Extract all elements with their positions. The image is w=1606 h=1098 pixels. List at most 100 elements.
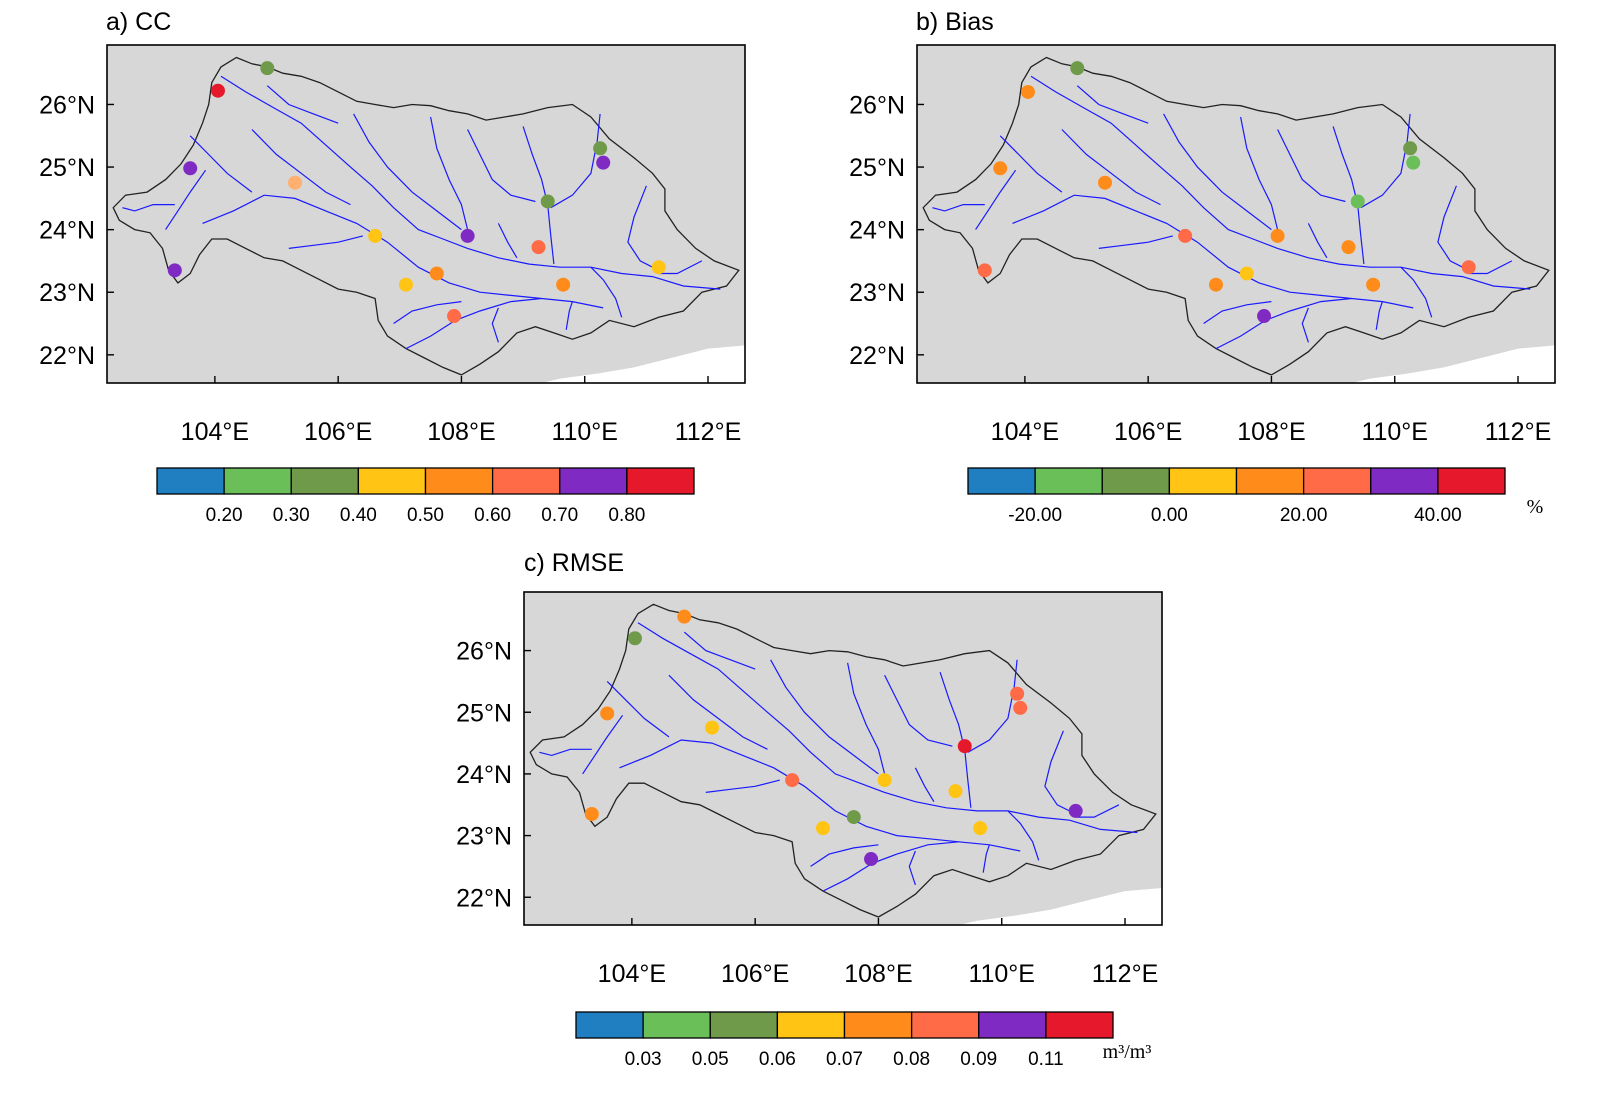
station-marker	[948, 784, 963, 799]
colorbar-label: 0.06	[759, 1049, 796, 1070]
station-marker	[973, 821, 988, 836]
lat-tick-label: 23°N	[39, 279, 95, 307]
colorbar-swatch	[978, 1011, 1047, 1039]
river	[999, 135, 1063, 193]
station-marker	[260, 61, 275, 76]
lon-tick-label: 112°E	[1485, 418, 1552, 446]
lat-tick-label: 22°N	[456, 884, 512, 912]
station-marker	[368, 228, 383, 243]
colorbar: 0.03 0.05 0.06 0.07 0.08 0.09 0.11 m³/m³	[575, 1011, 1151, 1070]
station-marker	[531, 240, 546, 255]
colorbar-label: 0.20	[206, 505, 243, 526]
station-marker	[1178, 228, 1193, 243]
colorbar-swatch	[1235, 467, 1305, 495]
colorbar-label: 40.00	[1414, 505, 1462, 526]
map-sea	[958, 888, 1162, 925]
river	[165, 169, 207, 230]
lat-tick-label: 24°N	[39, 217, 95, 245]
lat-tick-label: 23°N	[456, 823, 512, 851]
river	[1277, 129, 1346, 203]
station-marker	[977, 263, 992, 278]
colorbar-unit: %	[1527, 496, 1544, 518]
panel-title: b) Bias	[916, 8, 994, 36]
colorbar-label: 0.03	[625, 1049, 662, 1070]
map-land	[524, 592, 1162, 925]
lon-tick-label: 110°E	[968, 960, 1035, 988]
lat-tick-label: 26°N	[849, 91, 905, 119]
lon-tick-label: 108°E	[427, 418, 495, 446]
colorbar-swatch	[357, 467, 427, 495]
colorbar-swatch	[156, 467, 225, 495]
station-marker	[288, 175, 303, 190]
basin-boundary	[112, 56, 740, 376]
basin-boundary	[922, 56, 1550, 376]
colorbar-label: 0.50	[407, 505, 444, 526]
station-marker	[877, 773, 892, 788]
lat-tick-label: 26°N	[39, 91, 95, 119]
river	[683, 631, 756, 670]
river	[353, 113, 462, 231]
river	[939, 672, 972, 808]
lat-tick-label: 22°N	[39, 342, 95, 370]
colorbar-swatch	[1370, 467, 1439, 495]
colorbar-swatch	[223, 467, 292, 495]
colorbar-label: 0.11	[1028, 1049, 1064, 1070]
colorbar-swatch	[1302, 467, 1372, 495]
lat-tick-label: 25°N	[39, 154, 95, 182]
station-marker	[957, 739, 972, 754]
river	[220, 75, 721, 290]
station-marker	[447, 309, 462, 324]
station-marker	[183, 161, 198, 176]
river	[908, 850, 916, 886]
lon-tick-label: 112°E	[675, 418, 742, 446]
river	[1012, 194, 1414, 309]
lon-tick-label: 108°E	[844, 960, 912, 988]
lon-tick-label: 104°E	[991, 418, 1059, 446]
station-marker	[993, 161, 1008, 176]
map-frame	[106, 44, 746, 384]
station-marker	[1270, 228, 1285, 243]
station-marker	[584, 807, 599, 821]
river	[1098, 235, 1173, 249]
station-marker	[596, 155, 611, 170]
basin-boundary	[529, 603, 1157, 918]
river	[122, 204, 175, 212]
colorbar-label: 0.30	[273, 505, 310, 526]
station-marker	[677, 609, 692, 624]
river	[1061, 129, 1161, 206]
colorbar-swatch	[1045, 1011, 1114, 1039]
colorbar-label: -20.00	[1008, 505, 1062, 526]
lat-tick-label: 24°N	[849, 217, 905, 245]
station-marker	[1341, 240, 1356, 255]
river	[1044, 730, 1076, 815]
colorbar-label: 0.09	[960, 1049, 997, 1070]
station-marker	[815, 821, 830, 836]
station-marker	[600, 706, 615, 721]
river	[1076, 85, 1149, 124]
lon-tick-label: 110°E	[551, 418, 618, 446]
colorbar-swatch	[642, 1011, 711, 1039]
river	[393, 301, 462, 324]
station-marker	[1010, 686, 1025, 701]
colorbar-label: 20.00	[1280, 505, 1328, 526]
station-marker	[556, 277, 571, 292]
lon-tick-label: 106°E	[304, 418, 372, 446]
river	[590, 266, 623, 318]
river	[658, 260, 703, 275]
colorbar-swatch	[910, 1011, 980, 1039]
station-marker	[460, 228, 475, 243]
map-land	[107, 45, 745, 383]
station-marker	[1406, 155, 1421, 170]
map-sea	[541, 345, 745, 383]
river	[491, 307, 499, 343]
river	[1332, 126, 1365, 265]
colorbar-swatch	[559, 467, 628, 495]
station-marker	[1070, 61, 1085, 76]
colorbar-swatch	[626, 467, 695, 495]
station-marker	[864, 852, 879, 867]
lon-tick-label: 110°E	[1361, 418, 1428, 446]
lon-tick-label: 112°E	[1092, 960, 1159, 988]
lat-tick-label: 22°N	[849, 342, 905, 370]
station-marker	[705, 720, 720, 735]
panel-1: a) CC 26°N 25°N 24°N 23°N 22°N 104°E 106°E 108°E…	[39, 8, 746, 526]
